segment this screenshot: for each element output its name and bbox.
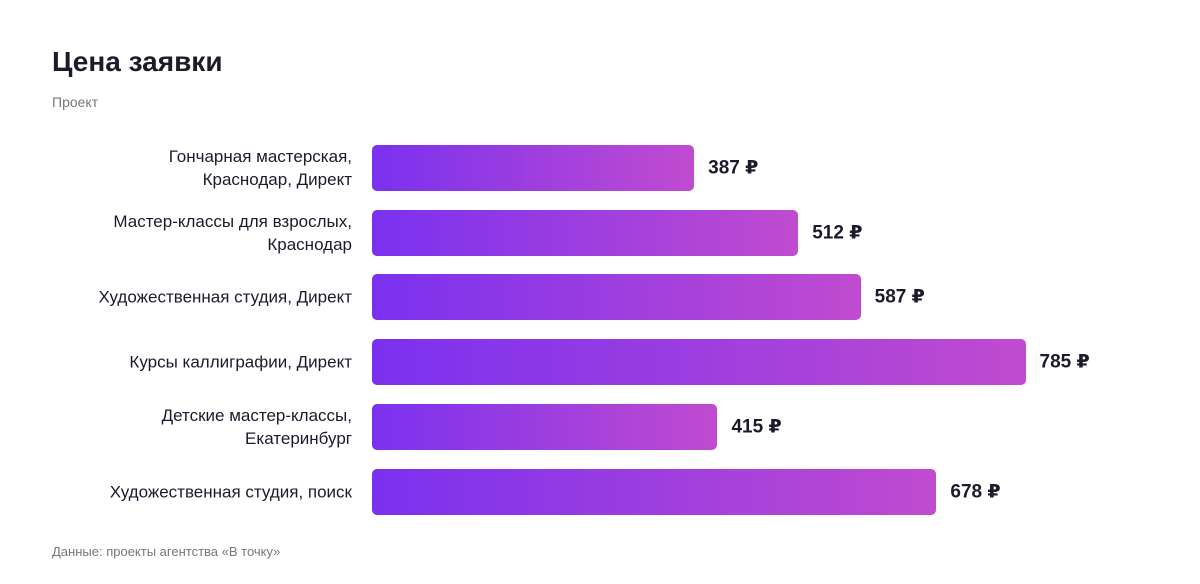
- bar: [372, 274, 861, 321]
- y-tick-label: Художественная студия, поиск: [109, 482, 352, 501]
- data-label: 587 ₽: [874, 286, 925, 308]
- y-tick-label: Курсы каллиграфии, Директ: [129, 352, 352, 372]
- bar: [372, 468, 937, 515]
- bar: [372, 145, 695, 191]
- axis-label: Проект: [52, 94, 99, 110]
- y-tick-label: Детские мастер-классы, Екатеринбург: [161, 405, 352, 448]
- data-label: 387 ₽: [708, 157, 759, 179]
- data-label: 512 ₽: [812, 222, 863, 244]
- source-note: Данные: проекты агентства «В точку»: [52, 544, 281, 559]
- data-label: 678 ₽: [950, 481, 1001, 502]
- y-tick-label: Художественная студия, Директ: [98, 287, 352, 307]
- y-tick-label: Мастер-классы для взрослых, Краснодар: [113, 211, 352, 254]
- bar: [372, 403, 718, 450]
- bar: [372, 209, 799, 256]
- chart-title: Цена заявки: [52, 46, 223, 77]
- y-tick-label: Гончарная мастерская, Краснодар, Директ: [168, 147, 352, 189]
- data-label: 785 ₽: [1039, 351, 1090, 373]
- bar: [372, 339, 1026, 386]
- data-label: 415 ₽: [731, 416, 782, 438]
